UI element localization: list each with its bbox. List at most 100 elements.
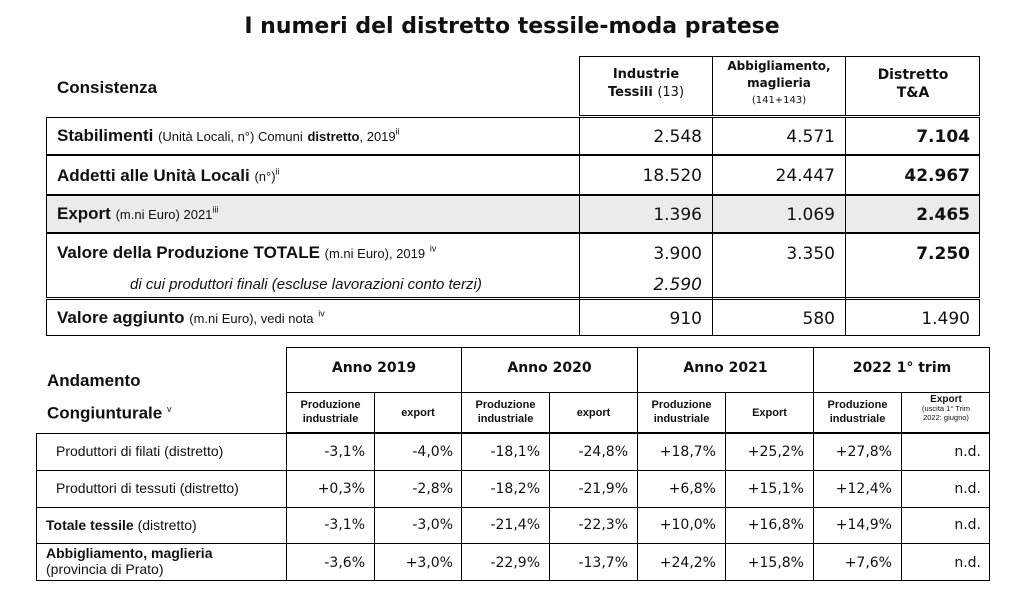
section-label-andamento: Andamento Congiunturale v [47, 371, 172, 423]
subheader-produzione: Produzione industriale [300, 399, 361, 425]
cell-value: 42.967 [904, 166, 970, 186]
header-box [579, 56, 980, 116]
cell-value: 1.069 [786, 205, 835, 225]
subheader-produzione: Produzione industriale [651, 399, 712, 425]
page-title: I numeri del distretto tessile-moda prat… [244, 14, 780, 39]
table-cell: -13,7% [578, 555, 628, 571]
header-grid [286, 347, 990, 433]
divider [374, 433, 375, 581]
table-cell: +6,8% [668, 481, 716, 497]
column-header-industrie-tessili: Industrie Tessili (13) [607, 67, 685, 100]
table-cell: -18,2% [490, 481, 540, 497]
divider [286, 392, 990, 393]
divider [845, 56, 846, 116]
divider [712, 117, 713, 336]
divider [637, 347, 638, 433]
table-cell: n.d. [954, 555, 981, 571]
table-cell: +24,2% [659, 555, 716, 571]
row-label-stabilimenti: Stabilimenti (Unità Locali, n°) Comuni d… [57, 126, 400, 145]
table-cell: -3,6% [324, 555, 365, 571]
divider [712, 56, 713, 116]
divider [725, 433, 726, 581]
table-row-stabilimenti [46, 117, 980, 155]
cell-value: 580 [802, 309, 835, 329]
divider [36, 507, 990, 508]
section-label-consistenza: Consistenza [57, 78, 158, 97]
divider [549, 433, 550, 581]
divider [813, 433, 814, 581]
subheader-export: export [401, 407, 435, 419]
table-cell: +12,4% [835, 481, 892, 497]
divider [36, 470, 990, 471]
table-cell: -2,8% [412, 481, 453, 497]
divider [36, 543, 990, 544]
table-cell: -21,4% [490, 517, 540, 533]
table-cell: -3,1% [324, 517, 365, 533]
table-row-produzione [46, 233, 980, 298]
table-cell: -4,0% [412, 444, 453, 460]
table-cell: +18,7% [659, 444, 716, 460]
divider [637, 433, 638, 581]
row-label-produzione: Valore della Produzione TOTALE (m.ni Eur… [57, 243, 437, 262]
row-label-totale-tessile: Totale tessile (distretto) [46, 517, 197, 533]
table-cell: n.d. [954, 444, 981, 460]
year-header-2021: Anno 2021 [683, 360, 768, 376]
table-cell: +3,0% [405, 555, 453, 571]
row-label-export: Export (m.ni Euro) 2021iii [57, 204, 219, 223]
table-cell: -22,9% [490, 555, 540, 571]
table-row-addetti [46, 155, 980, 195]
cell-value: 3.900 [653, 244, 702, 264]
year-header-2022-q1: 2022 1° trim [852, 360, 952, 376]
table-cell: +14,9% [835, 517, 892, 533]
cell-value: 1.396 [653, 205, 702, 225]
row-label-tessuti: Produttori di tessuti (distretto) [56, 480, 239, 496]
divider [901, 392, 902, 433]
cell-value: 2.465 [916, 205, 970, 225]
divider [286, 433, 287, 581]
divider [461, 433, 462, 581]
subheader-export: Export [752, 407, 787, 419]
subheader-export-note: Export (uscita 1° Trim 2022: giugno) [921, 394, 970, 423]
cell-value: 910 [669, 309, 702, 329]
table-cell: -22,3% [578, 517, 628, 533]
divider [845, 117, 846, 336]
year-header-2019: Anno 2019 [331, 360, 417, 376]
table-cell: n.d. [954, 517, 981, 533]
column-header-abbigliamento: Abbigliamento, maglieria (141+143) [727, 59, 831, 106]
cell-value: 7.104 [916, 127, 970, 147]
subheader-produzione: Produzione industriale [827, 399, 888, 425]
table-cell: +7,6% [844, 555, 892, 571]
column-header-distretto: Distretto T&A [877, 67, 949, 101]
table-cell: n.d. [954, 481, 981, 497]
divider [374, 392, 375, 433]
table-cell: +15,1% [747, 481, 804, 497]
divider [579, 117, 580, 336]
table-cell: -21,9% [578, 481, 628, 497]
row-label-abbigliamento: Abbigliamento, maglieria (provincia di Pr… [46, 545, 213, 577]
divider [901, 433, 902, 581]
table-cell: +10,0% [659, 517, 716, 533]
divider [461, 347, 462, 433]
cell-value: 4.571 [786, 127, 835, 147]
subheader-produzione: Produzione industriale [475, 399, 536, 425]
table-cell: -3,0% [412, 517, 453, 533]
cell-value: 7.250 [916, 244, 970, 264]
cell-value: 3.350 [786, 244, 835, 264]
row-label-addetti: Addetti alle Unità Locali (n°)ii [57, 166, 280, 185]
cell-value: 2.590 [653, 275, 702, 295]
table-cell: +27,8% [835, 444, 892, 460]
table-cell: +15,8% [747, 555, 804, 571]
table-cell: +25,2% [747, 444, 804, 460]
divider [813, 347, 814, 433]
cell-value: 2.548 [653, 127, 702, 147]
table-cell: +0,3% [317, 481, 365, 497]
divider [725, 392, 726, 433]
table-row-export [46, 195, 980, 233]
table-cell: -3,1% [324, 444, 365, 460]
cell-value: 18.520 [642, 166, 702, 186]
table-cell: +16,8% [747, 517, 804, 533]
year-header-2020: Anno 2020 [507, 360, 592, 376]
divider [549, 392, 550, 433]
subheader-export: export [576, 407, 611, 419]
cell-value: 1.490 [921, 309, 970, 329]
